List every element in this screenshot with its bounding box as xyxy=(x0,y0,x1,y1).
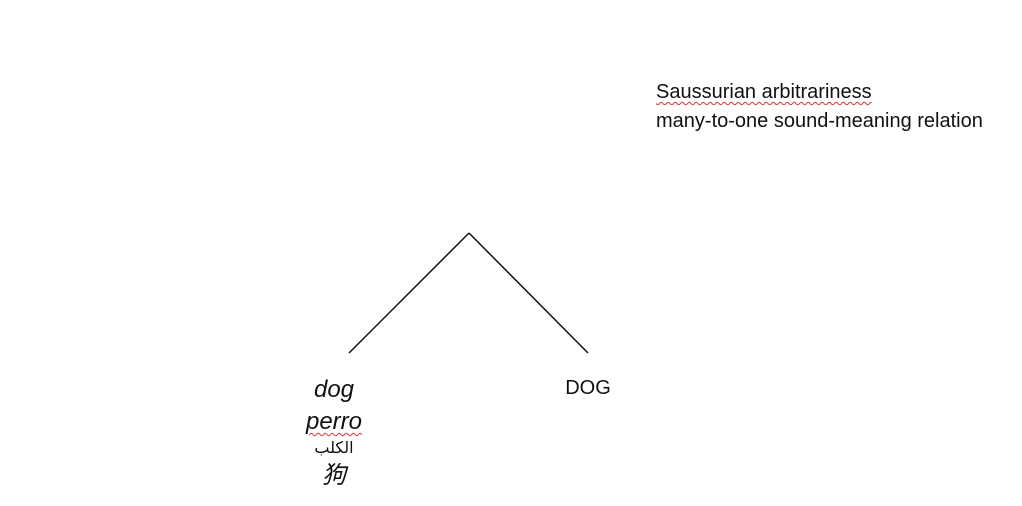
signifier-list: dog perro الكلب 狗 xyxy=(284,374,384,492)
left-branch xyxy=(348,232,470,354)
right-branch xyxy=(468,232,589,354)
word-arabic: الكلب xyxy=(314,438,354,457)
annotation-subtitle: many-to-one sound-meaning relation xyxy=(656,110,983,132)
word-chinese: 狗 xyxy=(322,461,346,489)
annotation-title: Saussurian arbitrariness xyxy=(656,78,1022,107)
spellcheck-underline: Saussurian arbitrariness xyxy=(656,81,872,103)
annotation: Saussurian arbitrariness many-to-one sou… xyxy=(656,78,1022,136)
word-english: dog xyxy=(313,376,355,403)
word-spanish: perro xyxy=(284,406,384,438)
signified-concept: DOG xyxy=(565,377,611,399)
word-spanish-text: perro xyxy=(305,408,363,435)
